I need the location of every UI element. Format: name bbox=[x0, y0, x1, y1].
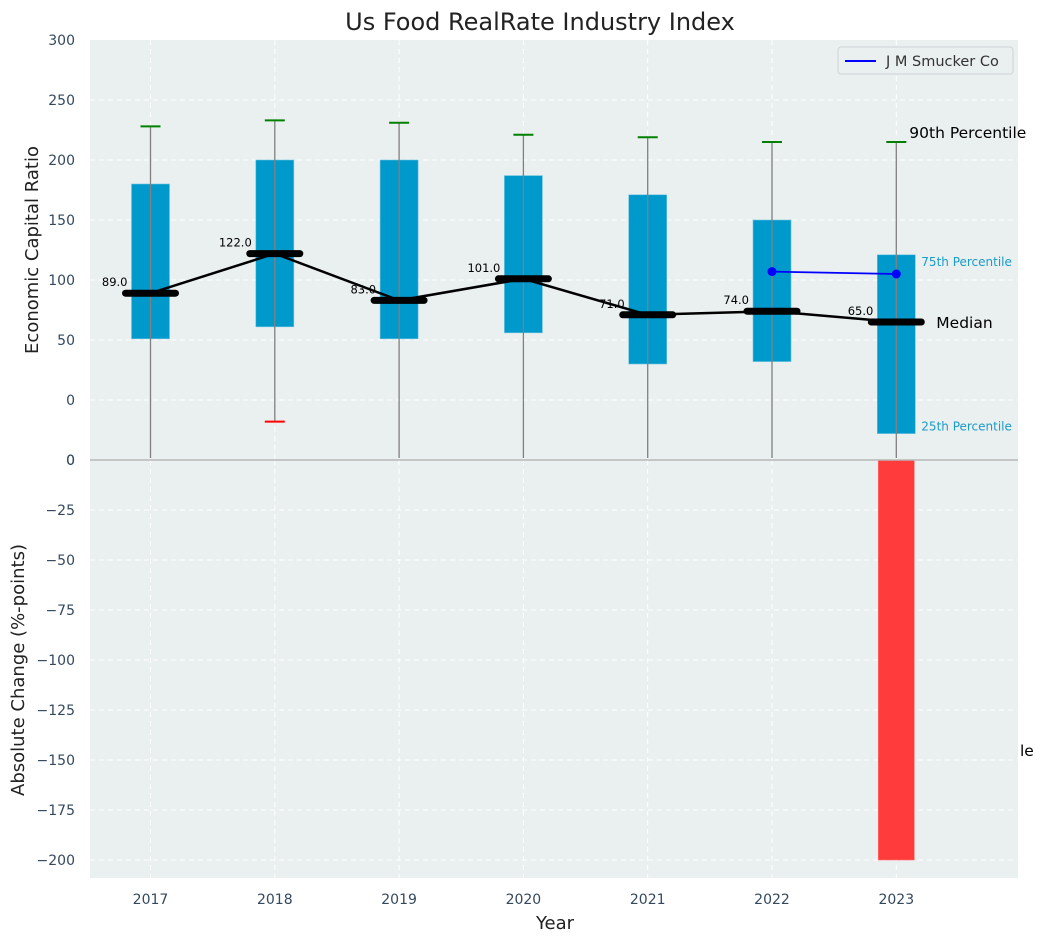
x-tick-label: 2021 bbox=[630, 892, 666, 908]
y-tick-label: 150 bbox=[48, 213, 75, 229]
clipped-annotation: le bbox=[1020, 742, 1034, 760]
x-tick-label: 2018 bbox=[257, 892, 293, 908]
p25-annotation: 25th Percentile bbox=[921, 420, 1012, 434]
y-tick-label: 0 bbox=[66, 453, 75, 469]
y-tick-label: 50 bbox=[57, 333, 75, 349]
y-tick-label: −150 bbox=[37, 753, 75, 769]
y-tick-label: 0 bbox=[66, 453, 75, 469]
y-tick-label: −75 bbox=[45, 603, 75, 619]
bottom-y-ticks: 0 −25 −50 −75 −100 −125 −150 −175 −200 bbox=[37, 453, 75, 869]
y-tick-label: −125 bbox=[37, 703, 75, 719]
x-axis-title: Year bbox=[535, 913, 575, 934]
change-bar bbox=[877, 459, 915, 861]
x-ticks: 2017 2018 2019 2020 2021 2022 2023 bbox=[133, 892, 914, 908]
median-annotation: Median bbox=[936, 314, 992, 332]
bottom-y-axis-title: Absolute Change (%-points) bbox=[8, 544, 29, 796]
median-value-label: 65.0 bbox=[848, 304, 874, 318]
y-tick-label: 200 bbox=[48, 153, 75, 169]
y-tick-label: 0 bbox=[66, 393, 75, 409]
x-tick-label: 2020 bbox=[506, 892, 542, 908]
x-tick-label: 2019 bbox=[381, 892, 417, 908]
p75-annotation: 75th Percentile bbox=[921, 255, 1012, 269]
y-tick-label: 100 bbox=[48, 273, 75, 289]
median-value-label: 74.0 bbox=[723, 293, 749, 307]
y-tick-label: −175 bbox=[37, 803, 75, 819]
top-marks: 89.0 122.0 83.0 101.0 71.0 74.0 65.0 90th Perce… bbox=[102, 119, 1026, 458]
legend-box bbox=[837, 46, 1014, 75]
company-point bbox=[891, 269, 901, 279]
top-y-axis-title: Economic Capital Ratio bbox=[22, 146, 43, 354]
top-y-ticks: 300 250 200 150 100 50 0 0 bbox=[48, 33, 75, 469]
y-tick-label: 250 bbox=[48, 93, 75, 109]
x-tick-label: 2023 bbox=[878, 892, 914, 908]
legend[interactable]: J M Smucker Co bbox=[837, 46, 1014, 75]
company-line bbox=[771, 270, 897, 275]
legend-label: J M Smucker Co bbox=[885, 54, 999, 70]
median-value-label: 71.0 bbox=[599, 297, 625, 311]
y-tick-label: 300 bbox=[48, 33, 75, 49]
y-tick-label: −100 bbox=[37, 653, 75, 669]
y-tick-label: −25 bbox=[45, 503, 75, 519]
bottom-marks: le bbox=[877, 459, 1034, 861]
median-value-label: 89.0 bbox=[102, 275, 128, 289]
top-plot-area bbox=[90, 40, 1018, 460]
chart-title: Us Food RealRate Industry Index bbox=[345, 8, 735, 36]
company-point bbox=[767, 267, 777, 277]
y-tick-label: −50 bbox=[45, 553, 75, 569]
median-value-label: 101.0 bbox=[467, 261, 500, 275]
y-tick-label: −200 bbox=[37, 853, 75, 869]
median-value-label: 122.0 bbox=[219, 236, 252, 250]
median-value-label: 83.0 bbox=[350, 282, 376, 296]
p90-annotation: 90th Percentile bbox=[909, 124, 1026, 142]
x-tick-label: 2022 bbox=[754, 892, 790, 908]
bottom-plot-area bbox=[90, 460, 1018, 878]
x-tick-label: 2017 bbox=[133, 892, 169, 908]
